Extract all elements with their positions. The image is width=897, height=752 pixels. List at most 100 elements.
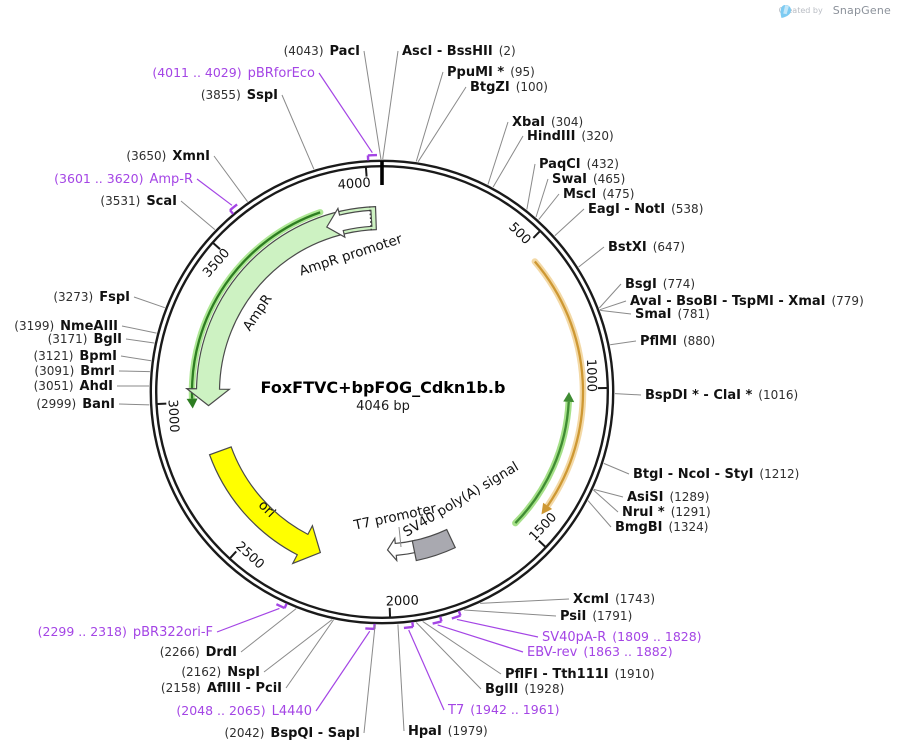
tick — [229, 550, 237, 559]
enzyme-label: (2266) DrdI — [160, 645, 237, 660]
enzyme-callout-line — [593, 488, 624, 498]
primer-callout-line — [437, 624, 524, 653]
enzyme-label: BmgBI (1324) — [615, 520, 708, 535]
enzyme-callout-line — [382, 50, 399, 160]
enzyme-callout-line — [363, 624, 376, 734]
enzyme-label: (2999) BanI — [36, 397, 115, 412]
tick — [532, 230, 541, 239]
plasmid-length: 4046 bp — [356, 399, 410, 414]
enzyme-callout-line — [120, 355, 152, 362]
enzyme-callout-line — [578, 246, 605, 268]
enzyme-label: BsgI (774) — [625, 277, 695, 292]
primer-mark — [451, 614, 461, 620]
primer-mark-foot — [283, 603, 288, 609]
enzyme-label: (3171) BglI — [48, 332, 122, 347]
primer-callout-line — [315, 630, 371, 712]
feature-shape — [411, 528, 457, 562]
tick-label: 500 — [505, 220, 533, 248]
enzyme-label: BtgZI (100) — [470, 80, 548, 95]
enzyme-callout-line — [397, 624, 405, 732]
enzyme-callout-line — [538, 193, 560, 220]
feature-arc — [190, 211, 321, 399]
tick-label: 3000 — [165, 399, 182, 433]
enzyme-label: XcmI (1743) — [573, 592, 655, 607]
plasmid-name: FoxFTVC+bpFOG_Cdkn1b.b — [261, 378, 506, 397]
feature-arc — [514, 401, 570, 524]
enzyme-label: MscI (475) — [563, 187, 635, 202]
enzyme-label: (4043) PacI — [284, 44, 360, 59]
enzyme-label: BspDI * - ClaI * (1016) — [645, 388, 798, 403]
feature-shape — [325, 206, 373, 239]
enzyme-callout-line — [281, 94, 315, 170]
primer-mark-foot — [457, 610, 462, 617]
enzyme-label: (2042) BspQI - SapI — [225, 726, 360, 741]
enzyme-callout-line — [118, 370, 150, 373]
enzyme-callout-line — [587, 500, 612, 528]
enzyme-callout-line — [415, 71, 444, 162]
feature-arc-arrowhead — [186, 398, 198, 409]
plasmid-ring — [149, 159, 615, 625]
feature-arc-arrowhead — [541, 502, 553, 515]
enzyme-label: SmaI (781) — [635, 307, 710, 322]
enzyme-label: HpaI (1979) — [408, 724, 488, 739]
enzyme-label: EagI - NotI (538) — [588, 202, 703, 217]
feature-shape — [208, 446, 322, 565]
enzyme-label: (3531) ScaI — [100, 194, 177, 209]
enzyme-callout-line — [285, 619, 334, 689]
enzyme-callout-line — [610, 340, 637, 346]
enzyme-label: PflMI (880) — [640, 334, 715, 349]
enzyme-label: (2162) NspI — [181, 665, 260, 680]
enzyme-label: BstXI (647) — [608, 240, 685, 255]
enzyme-callout-line — [600, 309, 632, 315]
primer-mark — [275, 603, 286, 610]
enzyme-label: XbaI (304) — [512, 115, 583, 130]
feature-arc-glow — [512, 398, 572, 527]
tick-label: 1000 — [583, 359, 599, 392]
primer-label: (3601 .. 3620) Amp-R — [54, 171, 193, 187]
feature-junction-dotted — [369, 206, 372, 231]
tick-label: 4000 — [337, 176, 371, 193]
tick-label: 2000 — [386, 593, 420, 609]
enzyme-label: (3199) NmeAIII — [14, 319, 118, 334]
primer-label: T7 (1942 .. 1961) — [447, 702, 560, 718]
enzyme-label: BglII (1928) — [485, 682, 564, 697]
primer-label: EBV-rev (1863 .. 1882) — [527, 644, 673, 660]
primer-callout-line — [318, 72, 373, 154]
feature-arc — [533, 260, 585, 507]
enzyme-callout-line — [593, 489, 619, 513]
enzyme-callout-line — [487, 121, 509, 185]
enzyme-label: AsiSI (1289) — [627, 490, 709, 505]
enzyme-callout-line — [599, 300, 627, 311]
enzyme-callout-line — [614, 393, 642, 396]
enzyme-callout-line — [133, 296, 165, 309]
enzyme-label: (3650) XmnI — [126, 149, 210, 164]
created-by-label: Created by — [778, 6, 823, 15]
enzyme-callout-line — [118, 403, 150, 406]
enzyme-callout-line — [125, 338, 155, 344]
tick-label: 2500 — [232, 539, 267, 572]
feature-arc-arrowhead — [563, 392, 575, 403]
enzyme-label: NruI * (1291) — [622, 505, 711, 520]
enzyme-label: AvaI - BsoBI - TspMI - XmaI (779) — [630, 294, 864, 309]
tick — [212, 242, 221, 250]
enzyme-callout-line — [415, 622, 482, 690]
enzyme-label: AscI - BssHII (2) — [402, 44, 516, 59]
primer-callout-line — [456, 618, 539, 638]
primer-mark-foot — [411, 621, 415, 628]
app-name-label: SnapGene — [832, 4, 891, 17]
enzyme-callout-line — [213, 155, 248, 202]
branding: Created by SnapGene — [778, 4, 891, 18]
primer-label: (2048 .. 2065) L4440 — [176, 703, 312, 719]
tick — [538, 539, 546, 548]
enzyme-callout-line — [422, 621, 502, 675]
enzyme-label: PaqCI (432) — [539, 157, 619, 172]
enzyme-callout-line — [526, 163, 536, 210]
enzyme-callout-line — [263, 619, 333, 673]
enzyme-callout-line — [603, 462, 630, 475]
enzyme-callout-line — [363, 50, 382, 160]
enzyme-callout-line — [180, 200, 216, 231]
enzyme-callout-line — [535, 178, 549, 218]
